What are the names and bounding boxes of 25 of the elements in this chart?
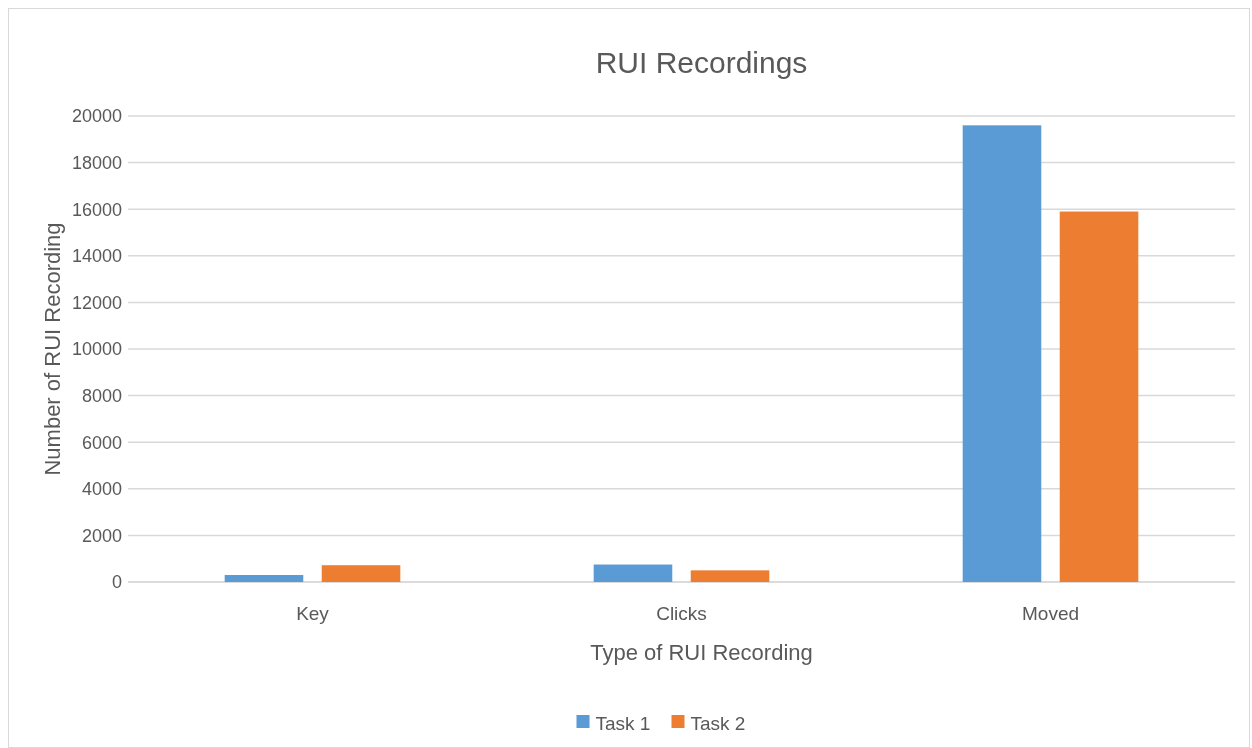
bar	[690, 570, 770, 582]
y-tick-label: 10000	[71, 339, 122, 360]
y-tick-label: 14000	[71, 246, 122, 267]
y-tick-label: 4000	[81, 479, 122, 500]
x-tick-label: Key	[296, 603, 330, 624]
y-tick-label: 8000	[81, 385, 122, 406]
bar	[1059, 211, 1139, 582]
bar	[321, 565, 401, 582]
bar	[962, 125, 1042, 582]
bar	[224, 575, 304, 582]
y-tick-label: 12000	[71, 292, 122, 313]
y-tick-label: 18000	[71, 152, 122, 173]
legend-label: Task 1	[595, 712, 651, 734]
x-axis-title: Type of RUI Recording	[590, 640, 813, 665]
y-tick-label: 20000	[71, 106, 122, 127]
x-tick-label: Moved	[1021, 603, 1080, 624]
bar	[593, 564, 673, 582]
x-tick-label: Clicks	[656, 603, 707, 624]
y-tick-label: 16000	[71, 199, 122, 220]
y-tick-label: 0	[111, 572, 122, 593]
chart-title: RUI Recordings	[595, 46, 808, 79]
y-axis-title: Number of RUI Recording	[40, 222, 65, 476]
legend-label: Task 2	[690, 712, 746, 734]
y-tick-label: 6000	[81, 432, 122, 453]
y-tick-label: 2000	[81, 525, 122, 546]
